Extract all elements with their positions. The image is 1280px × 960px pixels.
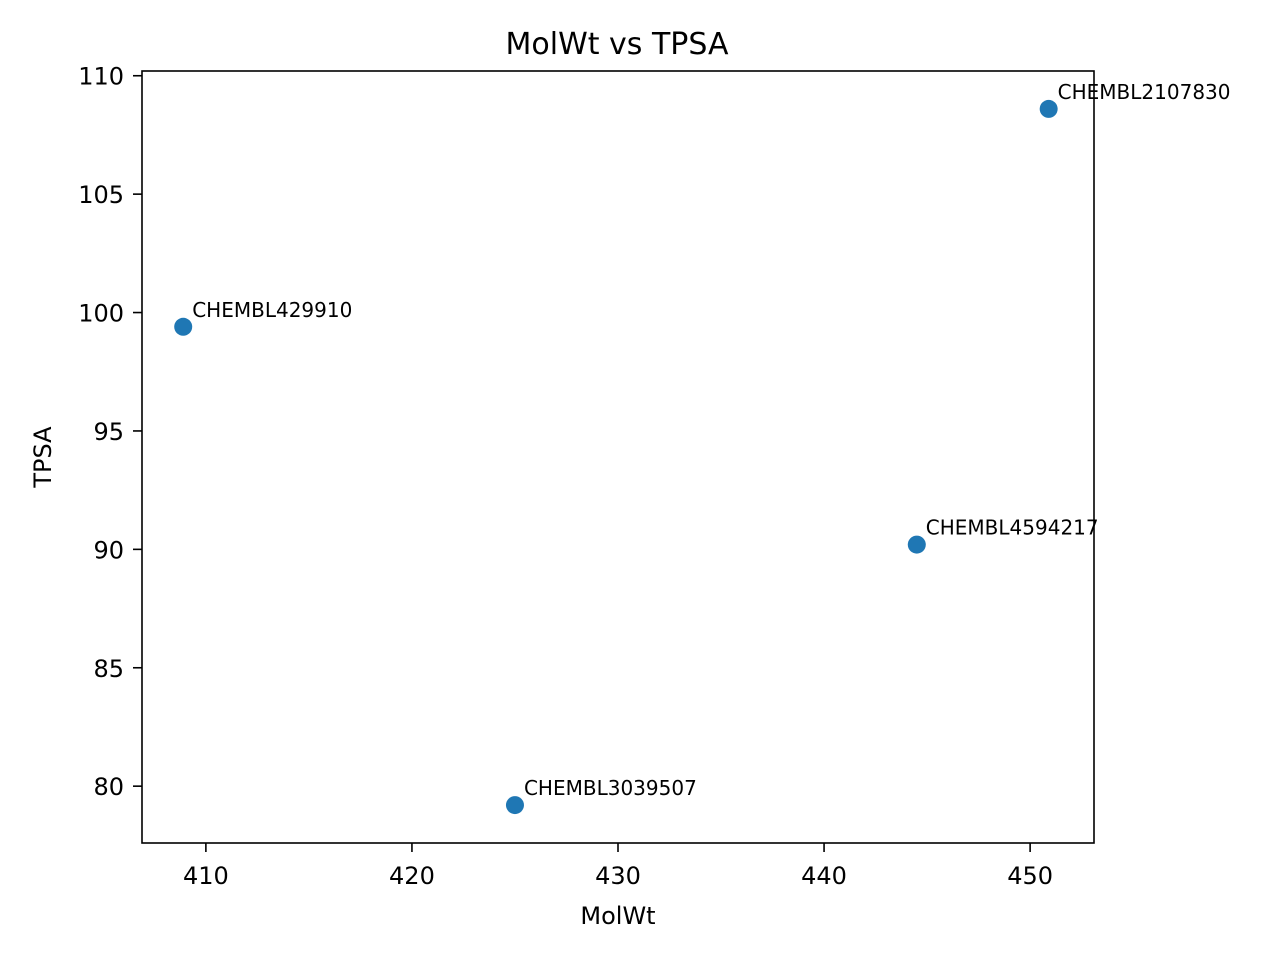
point-label: CHEMBL2107830 bbox=[1058, 80, 1231, 104]
point-label: CHEMBL429910 bbox=[192, 298, 352, 322]
x-axis: 410 420 430 440 450 bbox=[183, 843, 1053, 890]
y-tick-label: 90 bbox=[93, 536, 124, 564]
x-tick-label: 430 bbox=[595, 862, 641, 890]
x-tick-label: 420 bbox=[389, 862, 435, 890]
data-points: CHEMBL429910 CHEMBL3039507 CHEMBL4594217 CH… bbox=[174, 80, 1231, 815]
scatter-point bbox=[505, 796, 524, 815]
scatter-point bbox=[907, 535, 926, 554]
y-tick-label: 85 bbox=[93, 655, 124, 683]
plot-area bbox=[141, 70, 1095, 844]
y-tick-label: 110 bbox=[78, 63, 124, 91]
x-tick-label: 450 bbox=[1007, 862, 1053, 890]
y-axis-label: TPSA bbox=[29, 426, 57, 489]
scatter-point bbox=[1039, 99, 1058, 118]
y-axis: 80 85 90 95 100 105 110 bbox=[78, 63, 142, 801]
x-axis-label: MolWt bbox=[580, 902, 655, 930]
plot-frame bbox=[141, 70, 1095, 844]
x-tick-label: 410 bbox=[183, 862, 229, 890]
scatter-point bbox=[174, 317, 193, 336]
point-label: CHEMBL4594217 bbox=[926, 516, 1099, 540]
y-tick-label: 100 bbox=[78, 300, 124, 328]
chart-title: MolWt vs TPSA bbox=[506, 27, 729, 62]
y-tick-label: 105 bbox=[78, 181, 124, 209]
point-label: CHEMBL3039507 bbox=[524, 776, 697, 800]
x-tick-label: 440 bbox=[801, 862, 847, 890]
y-tick-label: 95 bbox=[93, 418, 124, 446]
y-tick-label: 80 bbox=[93, 773, 124, 801]
